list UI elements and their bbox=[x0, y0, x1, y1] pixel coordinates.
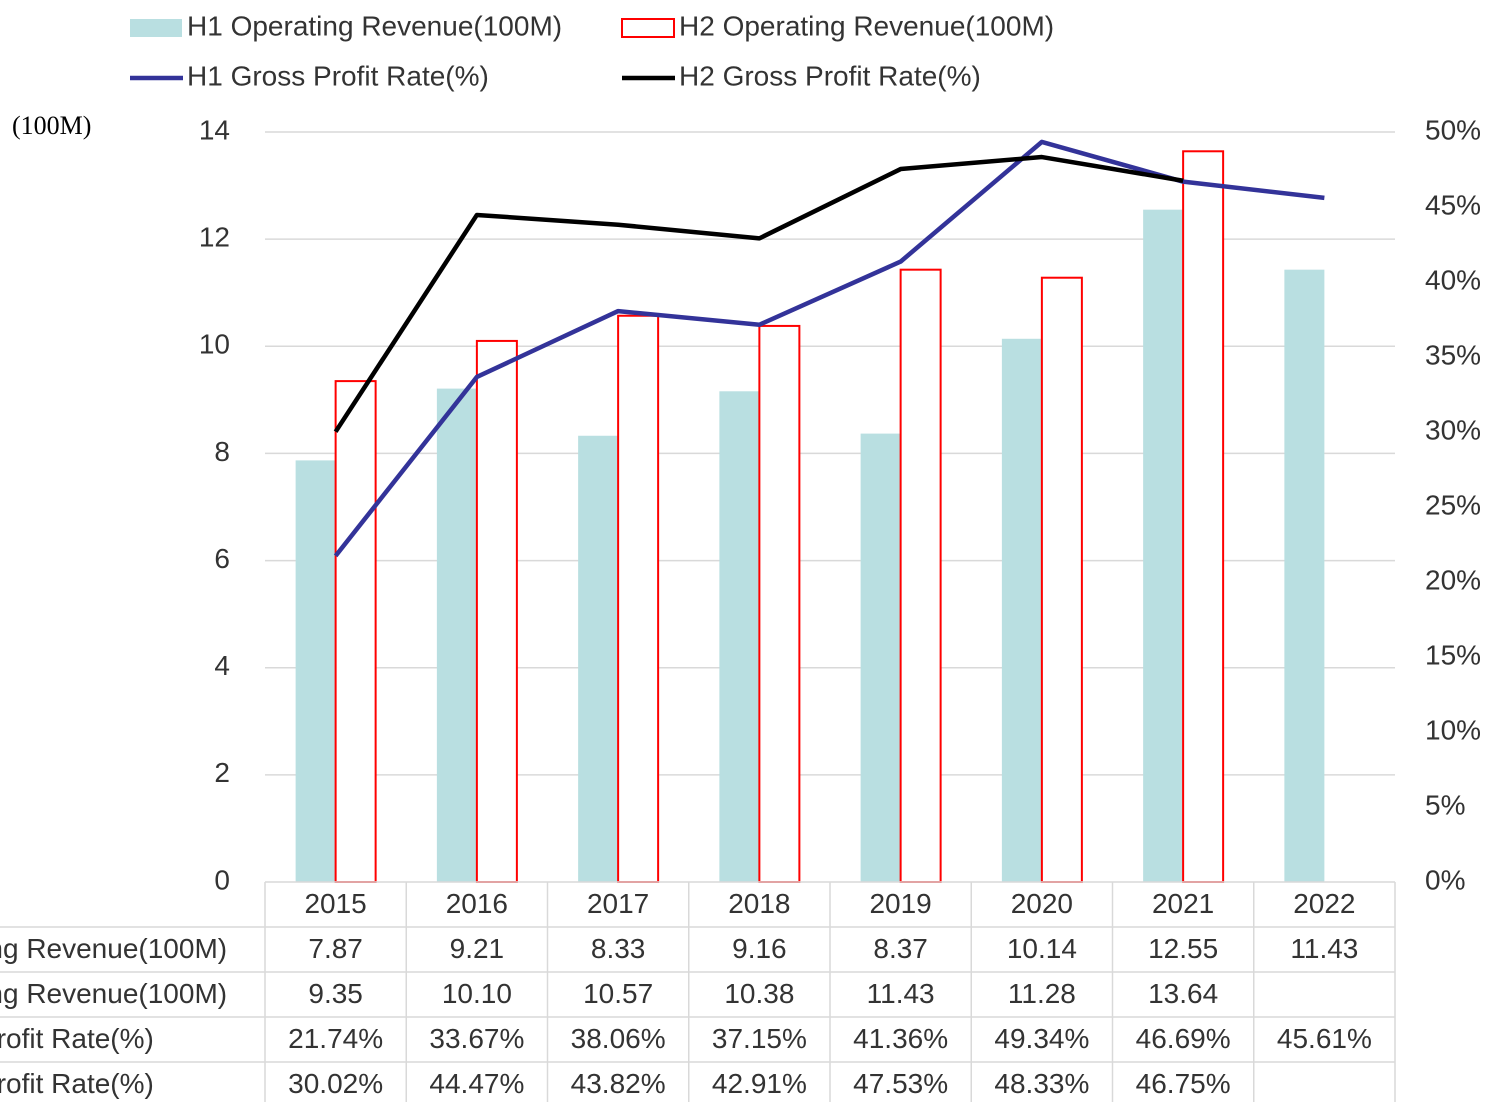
y2-tick-label: 0% bbox=[1425, 864, 1465, 895]
bar bbox=[295, 460, 336, 882]
x-tick-label: 2021 bbox=[1152, 888, 1214, 919]
bar bbox=[719, 391, 760, 882]
table-cell: 41.36% bbox=[853, 1023, 948, 1054]
table-cell: 37.15% bbox=[712, 1023, 807, 1054]
bar bbox=[617, 314, 660, 883]
table-cell: 8.33 bbox=[591, 933, 646, 964]
table-cell: 9.16 bbox=[732, 933, 787, 964]
y2-tick-label: 20% bbox=[1425, 564, 1481, 595]
y-unit-label: (100M) bbox=[12, 111, 91, 140]
y-tick-label: 2 bbox=[214, 757, 230, 788]
table-cell: 43.82% bbox=[571, 1068, 666, 1099]
y-tick-label: 14 bbox=[199, 114, 230, 145]
table-cell: 10.57 bbox=[583, 978, 653, 1009]
bar bbox=[334, 380, 377, 883]
table-cell: 42.91% bbox=[712, 1068, 807, 1099]
legend-label: H1 Operating Revenue(100M) bbox=[187, 10, 562, 41]
table-row-label: H1 Operating Revenue(100M) bbox=[0, 933, 227, 964]
y2-tick-label: 25% bbox=[1425, 489, 1481, 520]
table-cell: 10.14 bbox=[1007, 933, 1077, 964]
y-tick-label: 10 bbox=[199, 329, 230, 360]
table-cell: 45.61% bbox=[1277, 1023, 1372, 1054]
y2-tick-label: 10% bbox=[1425, 714, 1481, 745]
table-cell: 46.75% bbox=[1136, 1068, 1231, 1099]
bar bbox=[1284, 269, 1325, 882]
x-tick-label: 2016 bbox=[446, 888, 508, 919]
bar bbox=[1143, 209, 1184, 882]
table-cell: 8.37 bbox=[873, 933, 928, 964]
x-tick-label: 2020 bbox=[1011, 888, 1073, 919]
table-cell: 9.21 bbox=[450, 933, 505, 964]
table-cell: 10.10 bbox=[442, 978, 512, 1009]
table-cell: 49.34% bbox=[994, 1023, 1089, 1054]
legend-label: H2 Operating Revenue(100M) bbox=[679, 10, 1054, 41]
x-tick-label: 2015 bbox=[304, 888, 366, 919]
y2-tick-label: 15% bbox=[1425, 639, 1481, 670]
table-cell: 13.64 bbox=[1148, 978, 1218, 1009]
table-cell: 46.69% bbox=[1136, 1023, 1231, 1054]
y2-tick-label: 35% bbox=[1425, 339, 1481, 370]
bar bbox=[1182, 150, 1225, 884]
line-series bbox=[333, 154, 1184, 433]
table-cell: 47.53% bbox=[853, 1068, 948, 1099]
legend-label: H1 Gross Profit Rate(%) bbox=[187, 60, 489, 91]
y-tick-label: 12 bbox=[199, 222, 230, 253]
legend-swatch bbox=[130, 19, 182, 37]
table-cell: 30.02% bbox=[288, 1068, 383, 1099]
table-cell: 21.74% bbox=[288, 1023, 383, 1054]
table-cell: 11.43 bbox=[867, 978, 935, 1009]
table-cell: 7.87 bbox=[308, 933, 363, 964]
table-cell: 38.06% bbox=[571, 1023, 666, 1054]
x-tick-label: 2018 bbox=[728, 888, 790, 919]
bar bbox=[899, 268, 942, 883]
table-cell: 11.28 bbox=[1008, 978, 1076, 1009]
bar bbox=[860, 433, 901, 882]
table-cell: 11.43 bbox=[1290, 933, 1358, 964]
x-tick-label: 2019 bbox=[869, 888, 931, 919]
y-tick-label: 6 bbox=[214, 543, 230, 574]
x-tick-label: 2017 bbox=[587, 888, 649, 919]
y2-tick-label: 30% bbox=[1425, 414, 1481, 445]
legend-label: H2 Gross Profit Rate(%) bbox=[679, 60, 981, 91]
table-row-label: H2 Operating Revenue(100M) bbox=[0, 978, 227, 1009]
bar bbox=[578, 435, 619, 882]
y2-tick-label: 5% bbox=[1425, 789, 1465, 820]
table-row-label: H2 Gross Profit Rate(%) bbox=[0, 1068, 154, 1099]
bar bbox=[1040, 276, 1083, 883]
legend-swatch bbox=[621, 18, 675, 38]
bar bbox=[1001, 338, 1042, 882]
y2-tick-label: 50% bbox=[1425, 114, 1481, 145]
x-tick-label: 2022 bbox=[1293, 888, 1355, 919]
table-cell: 12.55 bbox=[1148, 933, 1218, 964]
table-cell: 9.35 bbox=[308, 978, 363, 1009]
bar bbox=[475, 339, 518, 883]
y2-tick-label: 40% bbox=[1425, 264, 1481, 295]
table-cell: 44.47% bbox=[429, 1068, 524, 1099]
bar bbox=[436, 388, 477, 882]
y2-tick-label: 45% bbox=[1425, 189, 1481, 220]
table-row-label: H1 Gross Profit Rate(%) bbox=[0, 1023, 154, 1054]
y-tick-label: 0 bbox=[214, 864, 230, 895]
table-cell: 10.38 bbox=[724, 978, 794, 1009]
bar bbox=[758, 324, 801, 883]
table-cell: 48.33% bbox=[994, 1068, 1089, 1099]
table-cell: 33.67% bbox=[429, 1023, 524, 1054]
y-tick-label: 8 bbox=[214, 436, 230, 467]
y-tick-label: 4 bbox=[214, 650, 230, 681]
